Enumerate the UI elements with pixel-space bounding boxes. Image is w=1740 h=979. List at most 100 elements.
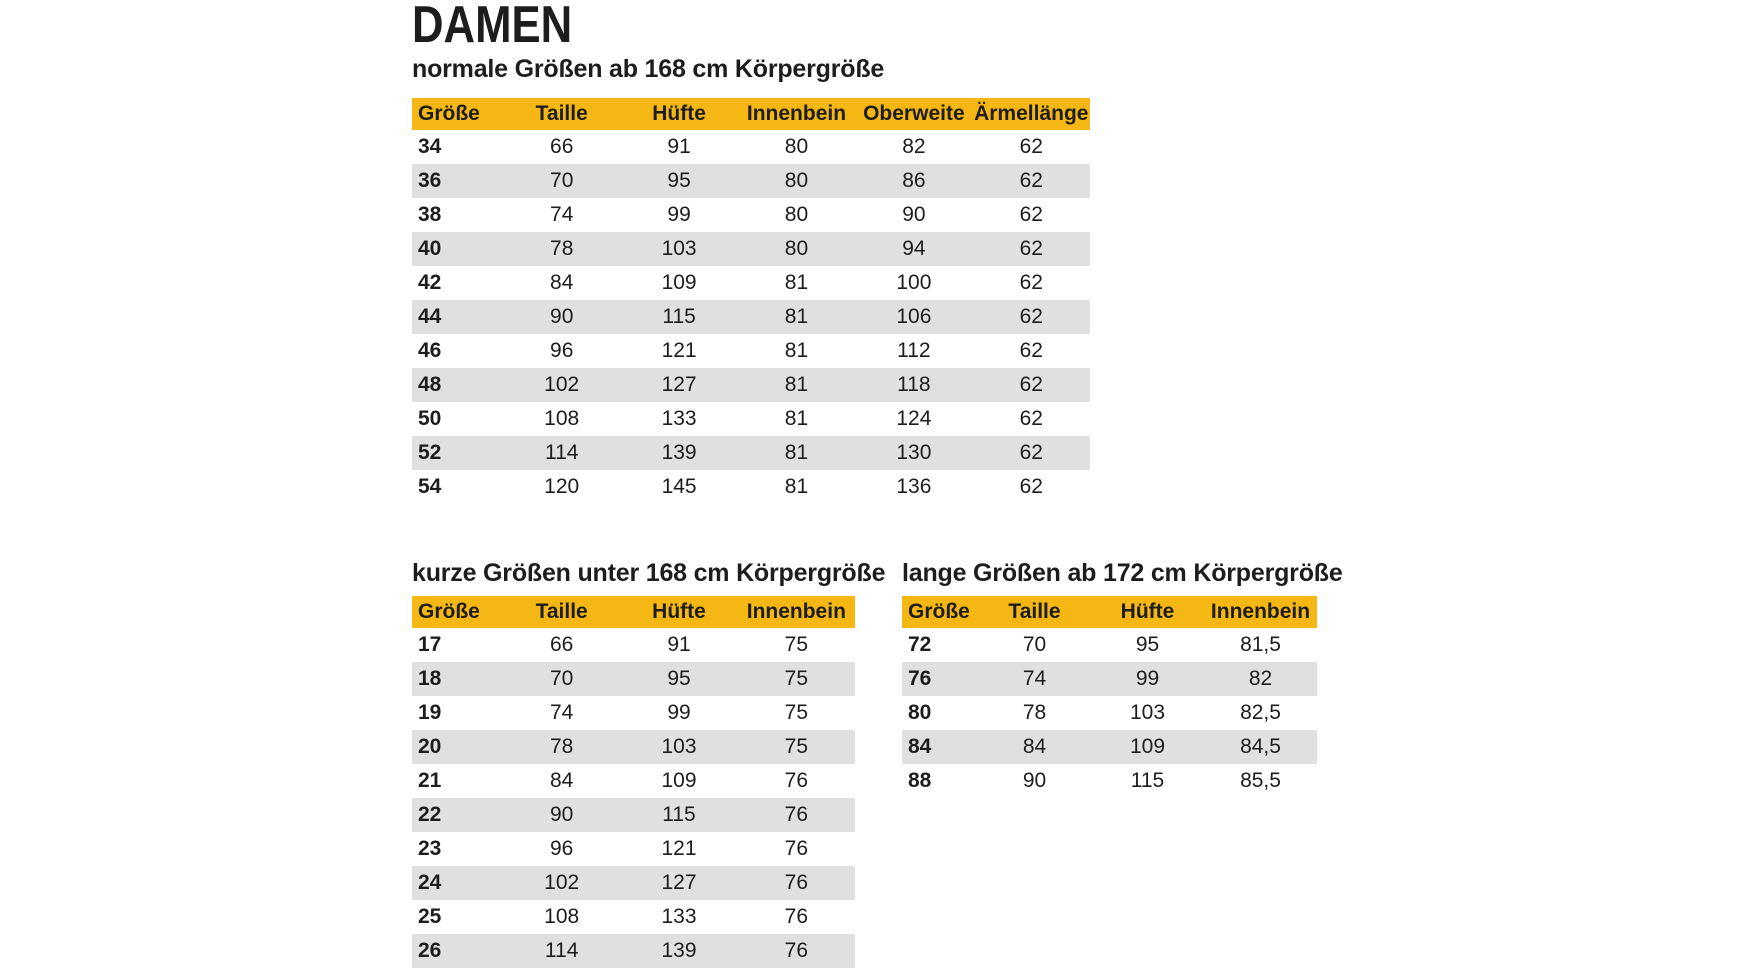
measure-value-cell: 103 [620, 730, 738, 764]
measure-value-cell: 127 [620, 866, 738, 900]
measure-value-cell: 80 [784, 203, 809, 226]
size-value-cell: 52 [412, 436, 503, 470]
size-value-cell: 17 [418, 633, 442, 656]
table-row: 22 90 115 76 [412, 798, 855, 832]
size-value-cell: 20 [412, 730, 503, 764]
lower-sections: kurze Größen unter 168 cm Körpergröße Gr… [412, 561, 1362, 968]
table-row: 21 84 109 76 [412, 764, 855, 798]
size-value-cell: 46 [418, 339, 442, 362]
measure-value-cell: 127 [620, 368, 738, 402]
measure-value-cell: 102 [503, 866, 621, 900]
size-value-cell: 44 [412, 300, 503, 334]
measure-value-cell: 82,5 [1240, 701, 1281, 724]
size-value-cell: 48 [412, 368, 503, 402]
size-value-cell: 50 [418, 407, 442, 430]
table-row: 42 84 109 81 100 62 [412, 266, 1090, 300]
measure-value-cell: 114 [503, 934, 621, 968]
short-sizes-subtitle: kurze Größen unter 168 cm Körpergröße [412, 559, 886, 587]
measure-value-cell: 95 [620, 164, 738, 198]
measure-value-cell: 70 [503, 164, 621, 198]
measure-value-cell: 95 [1135, 633, 1160, 656]
column-header: Größe [902, 596, 978, 628]
size-value-cell: 72 [908, 633, 932, 656]
measure-value-cell: 81 [737, 436, 856, 470]
measure-value-cell: 90 [503, 798, 621, 832]
measure-value-cell: 84 [550, 271, 574, 294]
measure-value-cell: 62 [972, 368, 1090, 402]
size-value-cell: 42 [418, 271, 442, 294]
column-header: Größe [412, 596, 503, 628]
short-sizes-table: Größe Taille Hüfte Innenbein 17 66 91 75 18 70 95… [412, 596, 855, 968]
measure-value-cell: 103 [1129, 701, 1166, 724]
measure-value-cell: 112 [897, 339, 931, 362]
measure-value-cell: 145 [661, 475, 697, 498]
measure-value-cell: 102 [503, 368, 621, 402]
size-value-cell: 54 [418, 475, 442, 498]
column-header: Innenbein [1204, 596, 1317, 628]
measure-value-cell: 62 [972, 164, 1090, 198]
measure-value-cell: 62 [1019, 475, 1043, 498]
measure-value-cell: 114 [503, 436, 621, 470]
table-row: 88 90 115 85,5 [902, 764, 1317, 798]
table-row: 26 114 139 76 [412, 934, 855, 968]
measure-value-cell: 62 [1019, 203, 1043, 226]
measure-value-cell: 76 [737, 798, 855, 832]
size-value-cell: 76 [902, 662, 978, 696]
measure-value-cell: 136 [896, 475, 932, 498]
measure-value-cell: 109 [1091, 730, 1204, 764]
short-sizes-section: kurze Größen unter 168 cm Körpergröße Gr… [412, 561, 885, 968]
measure-value-cell: 100 [896, 271, 932, 294]
size-value-cell: 23 [418, 837, 442, 860]
measure-value-cell: 81 [784, 407, 809, 430]
measure-value-cell: 81 [737, 300, 856, 334]
measure-value-cell: 66 [549, 633, 574, 656]
table-row: 25 108 133 76 [412, 900, 855, 934]
table-row: 46 96 121 81 112 62 [412, 334, 1090, 368]
size-value-cell: 18 [412, 662, 503, 696]
measure-value-cell: 90 [503, 300, 621, 334]
measure-value-cell: 115 [620, 300, 738, 334]
measure-value-cell: 78 [503, 232, 621, 266]
measure-value-cell: 95 [620, 662, 738, 696]
measure-value-cell: 115 [620, 798, 738, 832]
measure-value-cell: 96 [550, 339, 574, 362]
measure-value-cell: 99 [667, 203, 691, 226]
page-title: DAMEN [412, 0, 573, 54]
column-header: Innenbein [737, 98, 856, 130]
measure-value-cell: 62 [972, 232, 1090, 266]
column-header: Größe [412, 98, 503, 130]
measure-value-cell: 133 [661, 407, 697, 430]
measure-value-cell: 81,5 [1240, 633, 1281, 656]
measure-value-cell: 84 [549, 769, 574, 792]
measure-value-cell: 75 [784, 633, 808, 656]
measure-value-cell: 109 [661, 271, 697, 294]
table-row: 18 70 95 75 [412, 662, 855, 696]
normal-sizes-section: normale Größen ab 168 cm Körpergröße Grö… [412, 57, 1362, 504]
size-value-cell: 34 [418, 135, 442, 158]
measure-value-cell: 62 [1019, 271, 1043, 294]
measure-value-cell: 74 [550, 203, 574, 226]
measure-value-cell: 91 [667, 633, 691, 656]
column-header: Innenbein [737, 596, 855, 628]
size-value-cell: 84 [902, 730, 978, 764]
measure-value-cell: 74 [978, 662, 1091, 696]
column-header: Hüfte [620, 98, 738, 130]
long-sizes-table: Größe Taille Hüfte Innenbein 72 70 95 81,5 76 74… [902, 596, 1317, 798]
table-row: 50 108 133 81 124 62 [412, 402, 1090, 436]
table-row: 17 66 91 75 [412, 628, 855, 662]
table-row: 40 78 103 80 94 62 [412, 232, 1090, 266]
measure-value-cell: 82 [1204, 662, 1317, 696]
measure-value-cell: 70 [1022, 633, 1047, 656]
column-header: Ärmellänge [972, 98, 1090, 130]
measure-value-cell: 84 [978, 730, 1091, 764]
normal-sizes-table: Größe Taille Hüfte Innenbein Oberweite Ärmell… [412, 98, 1090, 504]
measure-value-cell: 124 [896, 407, 932, 430]
table-row: 20 78 103 75 [412, 730, 855, 764]
size-value-cell: 24 [412, 866, 503, 900]
measure-value-cell: 90 [902, 203, 926, 226]
size-value-cell: 40 [412, 232, 503, 266]
normal-sizes-subtitle: normale Größen ab 168 cm Körpergröße [412, 55, 885, 83]
table-row: 84 84 109 84,5 [902, 730, 1317, 764]
measure-value-cell: 85,5 [1240, 769, 1281, 792]
column-header: Hüfte [620, 596, 738, 628]
